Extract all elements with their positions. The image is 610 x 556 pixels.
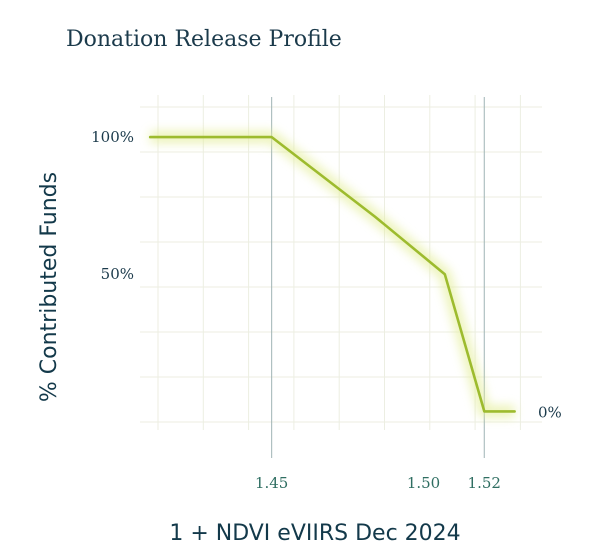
series-glow xyxy=(150,131,515,418)
grid xyxy=(140,95,542,430)
x-tick-label: 1.45 xyxy=(255,474,288,492)
threshold-lines xyxy=(271,97,485,458)
y-tick-label: 100% xyxy=(91,128,134,146)
x-tick-label: 1.52 xyxy=(468,474,501,492)
series-layer xyxy=(148,131,516,418)
chart-title: Donation Release Profile xyxy=(66,27,342,52)
x-axis-title: 1 + NDVI eVIIRS Dec 2024 xyxy=(169,521,460,546)
x-axis-ticks: 1.45 1.50 1.52 xyxy=(255,474,501,492)
y-axis-title: % Contributed Funds xyxy=(37,172,62,402)
end-value-label: 0% xyxy=(538,403,562,421)
y-tick-label: 50% xyxy=(101,265,134,283)
y-axis-ticks: 50% 100% xyxy=(91,128,134,283)
x-tick-label: 1.50 xyxy=(407,474,440,492)
series-line xyxy=(148,135,516,413)
